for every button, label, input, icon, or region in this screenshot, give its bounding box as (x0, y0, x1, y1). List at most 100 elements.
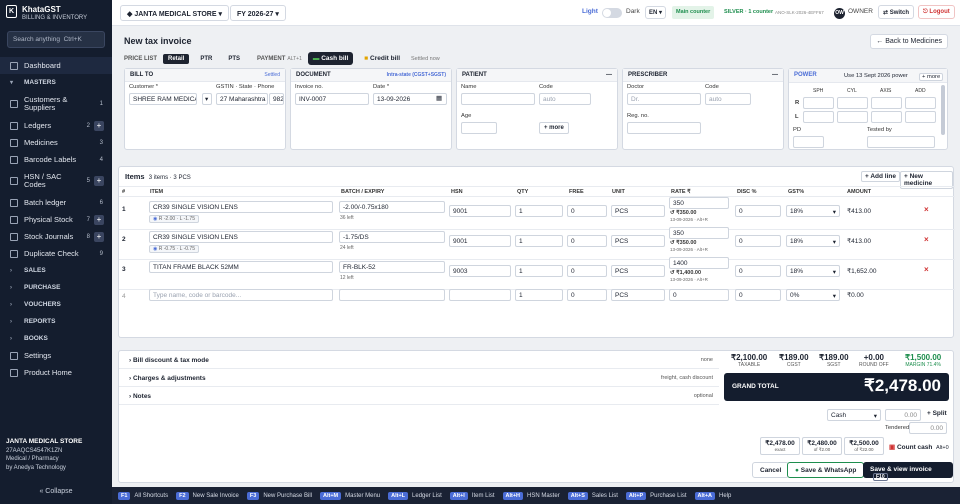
quick-cash-exact[interactable]: ₹2,478.00 exact (760, 437, 800, 455)
disc-field[interactable]: 0 (735, 205, 781, 217)
cancel-button[interactable]: Cancel (752, 462, 790, 478)
batch-field[interactable]: -1.75/DS (339, 231, 445, 243)
patient-code-field[interactable]: auto (539, 93, 591, 105)
patient-collapse-icon[interactable]: — (606, 72, 612, 78)
sidebar-item-ledgers[interactable]: Ledgers 2 + (0, 117, 112, 134)
free-field[interactable]: 0 (567, 289, 607, 301)
shortcut-label[interactable]: Purchase List (650, 492, 687, 499)
sidebar-item-barcode-labels[interactable]: Barcode Labels 4 (0, 151, 112, 168)
sidebar-item-masters[interactable]: ▾ MASTERS (0, 74, 112, 91)
rate-field[interactable]: 1400 (669, 257, 729, 269)
disc-field[interactable]: 0 (735, 235, 781, 247)
l-axis-field[interactable] (871, 111, 902, 123)
shortcut-key[interactable]: F2 (176, 491, 189, 500)
pd-field[interactable] (793, 136, 824, 148)
unit-field[interactable]: PCS (611, 265, 665, 277)
shortcut-label[interactable]: Master Menu (345, 492, 381, 499)
rate-field[interactable]: 350 (669, 197, 729, 209)
customer-field[interactable]: SHREE RAM MEDICAL (129, 93, 197, 105)
rate-field[interactable]: 0 (669, 289, 729, 301)
collapse-button[interactable]: « Collapse (39, 488, 73, 495)
remove-row-icon[interactable]: × (924, 235, 929, 244)
shortcut-label[interactable]: Item List (471, 492, 495, 499)
shortcut-key[interactable]: Alt+I (449, 491, 468, 500)
theme-toggle[interactable] (602, 8, 622, 18)
shortcut-key[interactable]: Alt+P (625, 491, 647, 500)
shortcut-key[interactable]: F1 (118, 491, 131, 500)
sidebar-item-reports[interactable]: › REPORTS (0, 313, 112, 330)
shortcut-key[interactable]: Alt+M (320, 491, 342, 500)
save-view-button[interactable]: Save & view invoice F10 (863, 462, 953, 481)
notes-section[interactable]: › Notes optional (119, 388, 719, 405)
dark-theme-button[interactable]: Dark (626, 8, 640, 15)
patient-more-button[interactable]: + more (539, 122, 569, 134)
credit-bill-button[interactable]: ■ Credit bill (359, 52, 405, 65)
fy-selector[interactable]: FY 2026-27 ▾ (230, 5, 286, 21)
batch-field[interactable]: -2.00/-0.75x180 (339, 201, 445, 213)
shortcut-key[interactable]: Alt+L (388, 491, 409, 500)
cash-bill-button[interactable]: ▬ Cash bill (307, 52, 354, 65)
add-icon[interactable]: + (94, 176, 104, 186)
r-add-field[interactable] (905, 97, 936, 109)
back-button[interactable]: ← Back to Medicines (870, 34, 948, 49)
logout-button[interactable]: ⎋ Logout (918, 5, 955, 19)
shortcut-key[interactable]: Alt+H (502, 491, 524, 500)
disc-field[interactable]: 0 (735, 265, 781, 277)
switch-button[interactable]: ⇄ Switch (878, 5, 915, 19)
charges-section[interactable]: › Charges & adjustments freight, cash dis… (119, 370, 719, 387)
quick-cash-2500[interactable]: ₹2,500.00 of ₹22.00 (844, 437, 884, 455)
unit-field[interactable]: PCS (611, 289, 665, 301)
gst-select[interactable]: 18% ▾ (786, 265, 840, 277)
gst-select[interactable]: 18% ▾ (786, 205, 840, 217)
power-scrollbar[interactable] (941, 85, 945, 135)
price-ptr-tab[interactable]: PTR (200, 55, 213, 62)
count-cash-button[interactable]: ▣ Count cash Alt+0 (889, 443, 949, 451)
split-button[interactable]: + Split (927, 410, 947, 417)
free-field[interactable]: 0 (567, 235, 607, 247)
price-retail-tab[interactable]: Retail (163, 53, 190, 64)
power-chip[interactable]: ◉ R -0.75 · L -0.75 (149, 245, 199, 253)
light-theme-button[interactable]: Light (582, 8, 598, 15)
sidebar-item-vouchers[interactable]: › VOUCHERS (0, 296, 112, 313)
use-power-button[interactable]: Use 13 Sept 2026 power (844, 73, 908, 79)
sidebar-item-sales[interactable]: › SALES (0, 262, 112, 279)
prescriber-collapse-icon[interactable]: — (772, 72, 778, 78)
rate-field[interactable]: 350 (669, 227, 729, 239)
hsn-field[interactable]: 9001 (449, 235, 511, 247)
r-sph-field[interactable] (803, 97, 834, 109)
sidebar-item-customers-suppliers[interactable]: Customers & Suppliers 1 (0, 91, 112, 117)
qty-field[interactable]: 1 (515, 205, 563, 217)
unit-field[interactable]: PCS (611, 235, 665, 247)
unit-field[interactable]: PCS (611, 205, 665, 217)
shortcut-label[interactable]: Help (719, 492, 732, 499)
price-pts-tab[interactable]: PTS (228, 55, 241, 62)
batch-field[interactable]: FR-BLK-52 (339, 261, 445, 273)
add-icon[interactable]: + (94, 231, 104, 242)
free-field[interactable]: 0 (567, 265, 607, 277)
save-whatsapp-button[interactable]: ● Save & WhatsApp (787, 462, 865, 478)
add-icon[interactable]: + (94, 120, 104, 131)
shortcut-label[interactable]: Sales List (591, 492, 618, 499)
sidebar-item-settings[interactable]: Settings (0, 347, 112, 364)
item-name-field[interactable]: TITAN FRAME BLACK 52MM (149, 261, 333, 273)
l-cyl-field[interactable] (837, 111, 868, 123)
hsn-field[interactable]: 9001 (449, 205, 511, 217)
sidebar-item-batch-ledger[interactable]: Batch ledger 6 (0, 194, 112, 211)
l-sph-field[interactable] (803, 111, 834, 123)
shortcut-label[interactable]: New Purchase Bill (263, 492, 312, 499)
tested-by-field[interactable] (867, 136, 935, 148)
sidebar-item-product-home[interactable]: Product Home (0, 364, 112, 381)
gst-select[interactable]: 18% ▾ (786, 235, 840, 247)
date-field[interactable]: 13-09-2026 (373, 93, 447, 105)
avatar[interactable]: OW (834, 8, 845, 19)
shortcut-label[interactable]: Ledger List (412, 492, 442, 499)
sidebar-item-hsn-sac-codes[interactable]: HSN / SAC Codes 5 + (0, 168, 112, 194)
language-selector[interactable]: EN ▾ (645, 6, 667, 19)
shortcut-key[interactable]: Alt+A (694, 491, 716, 500)
item-name-field[interactable]: CR39 SINGLE VISION LENS (149, 201, 333, 213)
quick-cash-2480[interactable]: ₹2,480.00 of ₹2.00 (802, 437, 842, 455)
sidebar-item-books[interactable]: › BOOKS (0, 330, 112, 347)
r-cyl-field[interactable] (837, 97, 868, 109)
brand[interactable]: K KhataGST BILLING & INVENTORY (6, 5, 87, 22)
bill-discount-section[interactable]: › Bill discount & tax mode none (119, 352, 719, 369)
